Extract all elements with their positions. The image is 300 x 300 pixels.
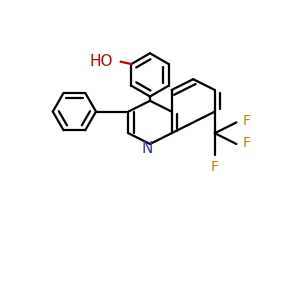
Text: HO: HO xyxy=(90,54,113,69)
Text: N: N xyxy=(142,141,153,156)
Text: F: F xyxy=(211,160,219,174)
Text: F: F xyxy=(243,114,251,128)
Text: F: F xyxy=(243,136,251,150)
